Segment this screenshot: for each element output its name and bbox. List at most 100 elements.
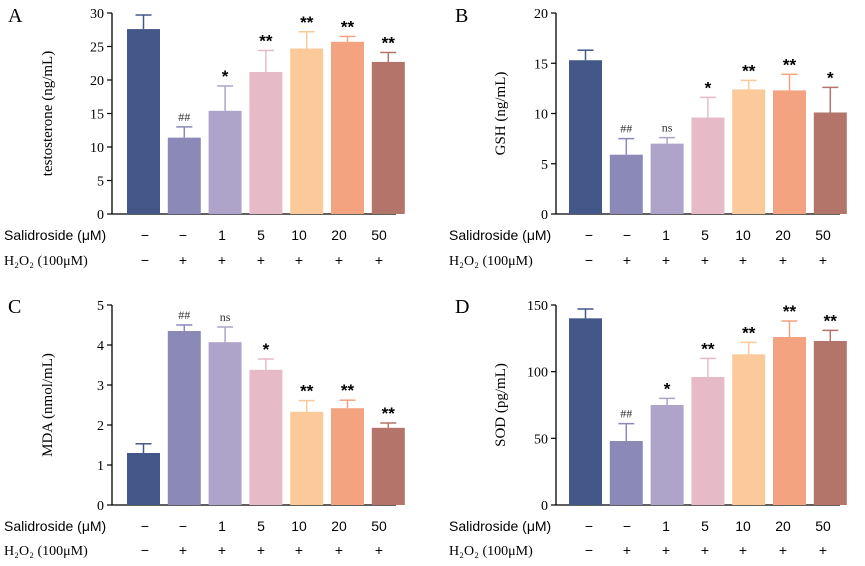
bar-c-6	[371, 427, 405, 505]
significance-label: **	[783, 302, 797, 321]
y-tick-label: 0	[541, 499, 548, 514]
y-tick-label: 0	[541, 208, 548, 223]
panel-letter: B	[455, 5, 468, 27]
significance-label: ##	[620, 122, 632, 136]
salidroside-value: −	[585, 518, 593, 534]
salidroside-value: −	[623, 227, 631, 243]
significance-label: ##	[178, 308, 190, 322]
salidroside-value: −	[141, 227, 149, 243]
bar-b-0	[569, 60, 602, 214]
significance-label: *	[664, 379, 671, 398]
salidroside-value: 5	[701, 227, 709, 243]
y-tick-label: 15	[534, 57, 548, 72]
y-tick-label: 5	[541, 158, 548, 173]
significance-label: *	[705, 78, 712, 97]
y-tick-label: 25	[90, 41, 104, 56]
significance-label: **	[300, 13, 314, 32]
y-tick-label: 100	[527, 366, 548, 381]
significance-label: ##	[620, 407, 632, 421]
panel-letter: A	[8, 5, 23, 27]
salidroside-value: 50	[371, 227, 387, 243]
y-axis-label: MDA (nmol/mL)	[40, 353, 56, 457]
h2o2-value: +	[662, 542, 670, 558]
salidroside-value: −	[141, 518, 149, 534]
significance-label: **	[701, 339, 715, 358]
y-tick-label: 3	[97, 379, 104, 394]
h2o2-value: −	[141, 542, 149, 558]
bar-a-1	[167, 137, 201, 214]
salidroside-value: 10	[291, 227, 307, 243]
h2o2-value: −	[585, 252, 593, 268]
h2o2-value: +	[739, 252, 747, 268]
salidroside-row-label: Salidroside (μM)	[449, 518, 551, 534]
h2o2-value: +	[257, 252, 265, 268]
salidroside-value: 50	[815, 227, 831, 243]
h2o2-row-label: H₂O₂ (100μM)	[4, 254, 88, 269]
significance-label: **	[742, 323, 756, 342]
y-tick-label: 10	[534, 108, 548, 123]
significance-label: **	[382, 34, 396, 53]
significance-label: *	[263, 340, 270, 359]
salidroside-value: −	[179, 227, 187, 243]
significance-label: **	[259, 32, 273, 51]
y-tick-label: 2	[97, 419, 104, 434]
bar-d-1	[609, 441, 643, 505]
bar-b-4	[732, 89, 766, 214]
h2o2-value: +	[295, 252, 303, 268]
salidroside-value: 50	[815, 518, 831, 534]
bar-b-1	[609, 154, 643, 214]
h2o2-value: +	[662, 252, 670, 268]
y-tick-label: 5	[97, 299, 104, 314]
salidroside-value: 1	[662, 227, 670, 243]
bar-c-0	[127, 453, 160, 505]
bar-d-2	[650, 405, 684, 505]
y-tick-label: 150	[527, 299, 548, 314]
bar-a-4	[290, 48, 324, 215]
salidroside-value: −	[179, 518, 187, 534]
significance-label: **	[742, 61, 756, 80]
h2o2-value: +	[218, 542, 226, 558]
bar-a-0	[127, 29, 160, 214]
bar-d-0	[569, 318, 602, 505]
bar-c-2	[208, 342, 242, 505]
bar-c-4	[290, 411, 324, 505]
h2o2-value: +	[295, 542, 303, 558]
salidroside-value: 50	[371, 518, 387, 534]
h2o2-value: +	[623, 542, 631, 558]
bar-b-6	[813, 112, 847, 214]
significance-label: **	[824, 311, 838, 330]
y-tick-label: 15	[90, 108, 104, 123]
y-tick-label: 10	[90, 141, 104, 156]
h2o2-value: +	[701, 542, 709, 558]
bar-b-5	[773, 90, 806, 214]
bar-a-5	[331, 41, 364, 215]
significance-label: **	[300, 382, 314, 401]
bar-a-3	[249, 71, 283, 215]
h2o2-row-label: H₂O₂ (100μM)	[4, 544, 88, 559]
salidroside-value: 20	[775, 518, 791, 534]
y-tick-label: 4	[97, 339, 104, 354]
bar-a-2	[208, 110, 242, 214]
significance-label: ns	[220, 310, 231, 324]
significance-label: **	[783, 55, 797, 74]
significance-label: **	[341, 381, 355, 400]
salidroside-value: 1	[662, 518, 670, 534]
bar-d-3	[691, 377, 725, 505]
salidroside-value: 1	[218, 518, 226, 534]
significance-label: *	[827, 68, 834, 87]
bar-b-3	[691, 117, 725, 214]
h2o2-value: +	[819, 252, 827, 268]
y-axis-label: testosterone (ng/mL)	[40, 51, 56, 176]
h2o2-value: +	[179, 542, 187, 558]
bar-c-5	[331, 408, 364, 505]
significance-label: **	[382, 404, 396, 423]
salidroside-value: 10	[735, 518, 751, 534]
h2o2-value: +	[819, 542, 827, 558]
salidroside-row-label: Salidroside (μM)	[4, 518, 106, 534]
panel-letter: C	[8, 296, 21, 318]
y-tick-label: 20	[534, 7, 548, 22]
salidroside-value: 20	[775, 227, 791, 243]
